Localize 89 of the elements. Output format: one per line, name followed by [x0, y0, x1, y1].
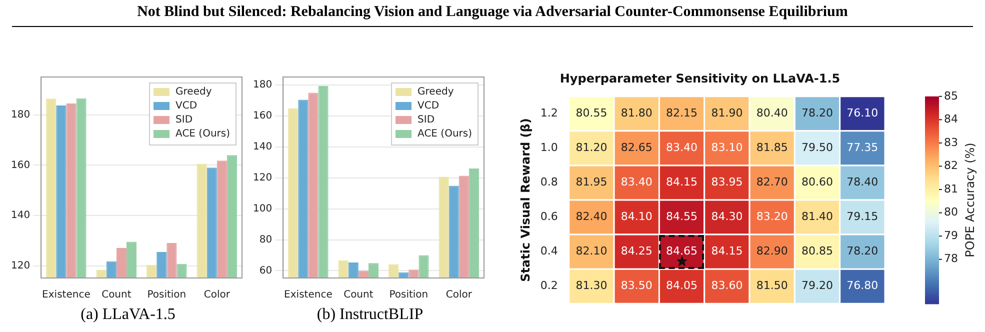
y-tick-label: 160	[10, 160, 30, 171]
color-bar-label: 84	[944, 112, 958, 126]
data-label: 79.20	[802, 279, 834, 292]
color-bar-label: 78	[944, 252, 958, 266]
data-label: 81.50	[756, 279, 788, 292]
data-label: 82.10	[576, 244, 608, 258]
data-label: 84.30	[711, 210, 743, 224]
legend-label: SID	[418, 114, 435, 126]
data-label: 82.15	[666, 106, 698, 120]
legend-label: VCD	[176, 100, 198, 112]
data-label: 83.40	[620, 176, 652, 189]
data-label: 83.50	[620, 279, 652, 292]
color-bar-label: 83	[944, 136, 958, 149]
data-label: 84.10	[620, 210, 652, 224]
x-axis-title: (a) LLaVA-1.5	[80, 306, 176, 324]
y-tick-label: 80	[259, 234, 272, 246]
legend-label: VCD	[418, 100, 440, 112]
x-axis-title: (b) InstructBLIP	[316, 306, 424, 324]
x-tick-label: Color	[204, 290, 231, 301]
y-tick-label: 0.4	[540, 244, 558, 258]
text: Not Blind but Silenced: Rebalancing Vision and Language via Adversarial Counter-Commonsense Equilibrium	[136, 4, 849, 21]
y-axis-title: Static Visual Reward (β)	[518, 118, 532, 282]
data-label: 82.90	[756, 244, 788, 258]
x-tick-label: Existence	[284, 290, 332, 301]
data-label: 81.20	[576, 141, 608, 154]
data-label: 76.10	[846, 106, 878, 120]
data-label: 77.35	[846, 141, 878, 154]
data-label: 81.40	[802, 210, 834, 224]
y-tick-label: 160	[252, 110, 272, 122]
y-tick-label: 0.6	[540, 210, 558, 224]
data-label: 84.25	[620, 244, 652, 258]
data-label: 79.50	[802, 141, 834, 154]
y-tick-label: 180	[252, 79, 272, 90]
color-bar-label: 79	[944, 228, 958, 242]
data-label: 78.20	[846, 244, 878, 258]
data-label: 78.40	[846, 176, 878, 189]
data-label: 84.55	[666, 210, 698, 224]
data-label: 82.40	[576, 210, 608, 224]
y-tick-label: 1.2	[540, 106, 558, 120]
data-label: 76.80	[846, 279, 878, 292]
data-label: 83.20	[756, 210, 788, 224]
data-label: 79.15	[846, 210, 878, 224]
data-label: 78.20	[802, 106, 834, 120]
x-tick-label: Existence	[42, 290, 90, 301]
data-label: 81.90	[711, 106, 743, 120]
data-label: 81.95	[576, 176, 608, 189]
y-tick-label: 140	[10, 210, 30, 222]
data-label: 81.85	[756, 141, 788, 154]
y-tick-label: 140	[252, 141, 272, 152]
data-label: 84.15	[666, 176, 698, 189]
x-tick-label: Count	[102, 290, 132, 301]
legend-label: ACE (Ours)	[418, 128, 472, 140]
color-bar-label: 85	[944, 89, 958, 102]
data-label: 80.55	[576, 106, 608, 120]
data-label: 83.10	[711, 141, 743, 154]
y-tick-label: 180	[10, 109, 30, 120]
y-tick-label: 120	[252, 172, 272, 184]
data-label: 83.40	[666, 141, 698, 154]
x-tick-label: Position	[147, 290, 186, 301]
data-label: 82.65	[620, 141, 652, 154]
y-tick-label: 120	[10, 260, 30, 272]
x-tick-label: Count	[344, 290, 374, 301]
data-label: 84.65	[666, 244, 698, 258]
data-label: 81.80	[620, 106, 652, 120]
x-tick-label: Position	[389, 290, 428, 301]
y-tick-label: 60	[259, 265, 272, 276]
x-tick-label: Color	[446, 290, 473, 301]
data-label: 83.95	[711, 176, 743, 189]
data-label: 84.05	[666, 279, 698, 292]
data-label: 80.60	[802, 176, 834, 189]
color-bar-label: 80	[944, 206, 958, 219]
legend-label: Greedy	[176, 86, 212, 98]
data-label: 83.60	[711, 279, 743, 292]
data-label: 82.70	[756, 176, 788, 189]
color-bar-label: 82	[944, 159, 958, 172]
legend-label: SID	[176, 114, 193, 126]
color-bar-title: POPE Accuracy (%)	[963, 142, 978, 258]
data-label: 84.15	[711, 244, 743, 258]
chart-title: Hyperparameter Sensitivity on LLaVA-1.5	[560, 71, 840, 86]
y-tick-label: 1.0	[540, 141, 558, 154]
legend-label: Greedy	[418, 86, 454, 98]
data-label: 81.30	[576, 279, 608, 292]
y-tick-label: 0.2	[540, 279, 558, 292]
color-bar-label: 81	[944, 182, 958, 196]
data-label: 80.85	[802, 244, 834, 258]
legend-label: ACE (Ours)	[176, 128, 230, 140]
y-tick-label: 100	[252, 203, 272, 214]
data-label: 80.40	[756, 106, 788, 120]
y-tick-label: 0.8	[540, 176, 558, 189]
